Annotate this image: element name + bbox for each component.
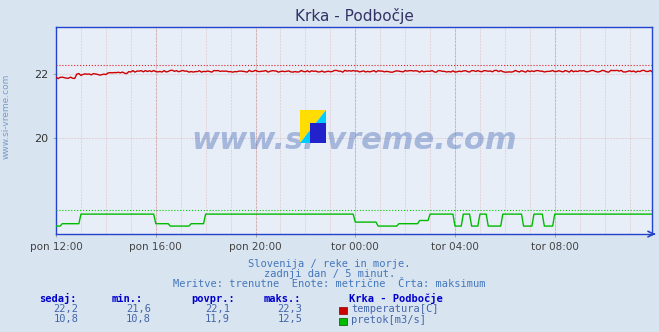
Text: sedaj:: sedaj: (40, 293, 77, 304)
Text: pretok[m3/s]: pretok[m3/s] (351, 315, 426, 325)
Text: 21,6: 21,6 (126, 304, 151, 314)
Text: zadnji dan / 5 minut.: zadnji dan / 5 minut. (264, 269, 395, 279)
Text: 10,8: 10,8 (53, 314, 78, 324)
Text: Meritve: trenutne  Enote: metrične  Črta: maksimum: Meritve: trenutne Enote: metrične Črta: … (173, 279, 486, 289)
Text: www.si-vreme.com: www.si-vreme.com (2, 73, 11, 159)
Title: Krka - Podbočje: Krka - Podbočje (295, 8, 414, 24)
Text: www.si-vreme.com: www.si-vreme.com (191, 126, 517, 155)
Text: 12,5: 12,5 (277, 314, 302, 324)
Text: Slovenija / reke in morje.: Slovenija / reke in morje. (248, 259, 411, 269)
Polygon shape (300, 110, 326, 143)
Polygon shape (310, 123, 326, 143)
Text: min.:: min.: (112, 294, 143, 304)
Text: 11,9: 11,9 (205, 314, 230, 324)
Text: maks.:: maks.: (264, 294, 301, 304)
Text: Krka - Podbočje: Krka - Podbočje (349, 293, 443, 304)
Text: povpr.:: povpr.: (191, 294, 235, 304)
Text: 22,3: 22,3 (277, 304, 302, 314)
Text: 22,2: 22,2 (53, 304, 78, 314)
Polygon shape (300, 110, 326, 143)
Text: temperatura[C]: temperatura[C] (351, 304, 439, 314)
Text: 10,8: 10,8 (126, 314, 151, 324)
Text: 22,1: 22,1 (205, 304, 230, 314)
